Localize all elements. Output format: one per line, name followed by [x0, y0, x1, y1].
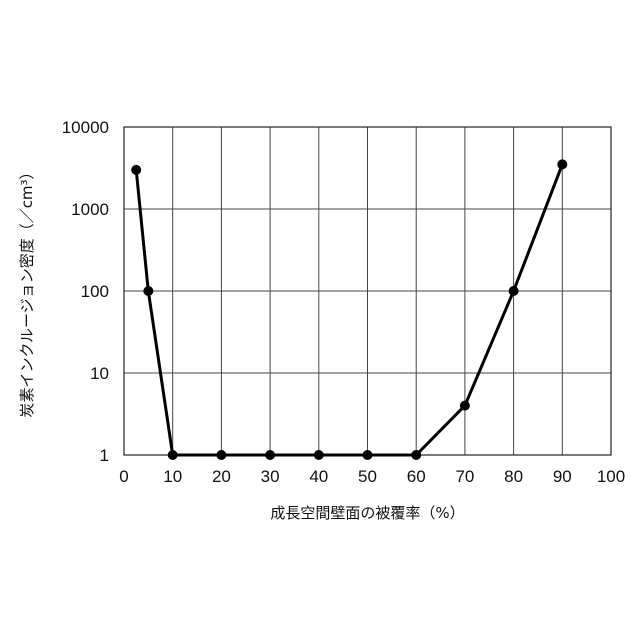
x-tick-label-8: 80 [504, 467, 523, 486]
x-tick-label-7: 70 [455, 467, 474, 486]
data-point-0-2 [168, 450, 178, 460]
data-point-0-1 [143, 286, 153, 296]
x-tick-label-3: 30 [261, 467, 280, 486]
x-tick-label-4: 40 [309, 467, 328, 486]
grid [124, 127, 611, 455]
x-tick-label-1: 10 [163, 467, 182, 486]
series-line-0 [136, 164, 562, 455]
y-tick-label-2: 100 [81, 282, 109, 301]
data-point-0-7 [411, 450, 421, 460]
data-point-0-10 [557, 159, 567, 169]
x-tick-labels: 0 10 20 30 40 50 60 70 80 90 100 [119, 467, 625, 486]
x-axis-label: 成長空間壁面の被覆率（%） [270, 504, 464, 522]
y-tick-label-1: 10 [90, 364, 109, 383]
data-point-0-0 [131, 165, 141, 175]
data-point-0-4 [265, 450, 275, 460]
series [131, 159, 567, 460]
x-tick-label-5: 50 [358, 467, 377, 486]
data-point-0-5 [314, 450, 324, 460]
data-point-0-8 [460, 401, 470, 411]
y-tick-label-3: 1000 [71, 200, 109, 219]
x-tick-label-2: 20 [212, 467, 231, 486]
x-tick-label-0: 0 [119, 467, 128, 486]
y-tick-label-4: 10000 [62, 118, 109, 137]
data-point-0-9 [509, 286, 519, 296]
x-tick-label-10: 100 [597, 467, 625, 486]
x-tick-label-9: 90 [553, 467, 572, 486]
y-axis-label: 炭素インクルージョン密度（／cm³） [18, 164, 36, 417]
x-tick-label-6: 60 [407, 467, 426, 486]
y-tick-label-0: 1 [100, 446, 109, 465]
data-point-0-3 [216, 450, 226, 460]
data-point-0-6 [363, 450, 373, 460]
y-tick-labels: 1 10 100 1000 10000 [62, 118, 109, 465]
